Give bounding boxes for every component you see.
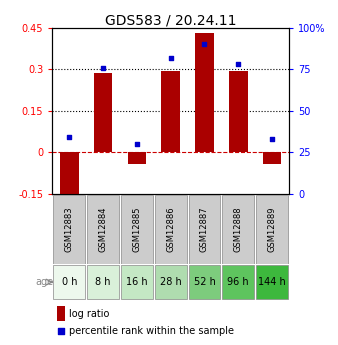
Text: 28 h: 28 h	[160, 277, 182, 287]
Text: 52 h: 52 h	[194, 277, 215, 287]
Bar	[94, 73, 113, 152]
Bar	[263, 152, 281, 164]
Bar	[222, 195, 254, 264]
Bar	[256, 195, 288, 264]
Bar	[60, 152, 78, 203]
Point	[202, 41, 207, 47]
Bar	[189, 195, 220, 264]
Text: GSM12885: GSM12885	[132, 207, 141, 252]
Point	[269, 136, 275, 142]
Bar	[155, 265, 187, 299]
Bar	[53, 195, 85, 264]
Bar	[57, 306, 65, 321]
Text: 0 h: 0 h	[62, 277, 77, 287]
Text: GSM12886: GSM12886	[166, 206, 175, 252]
Bar	[87, 265, 119, 299]
Bar	[195, 33, 214, 152]
Text: 8 h: 8 h	[95, 277, 111, 287]
Text: GSM12887: GSM12887	[200, 206, 209, 252]
Text: 16 h: 16 h	[126, 277, 148, 287]
Bar	[121, 195, 153, 264]
Bar	[229, 71, 247, 152]
Text: 144 h: 144 h	[258, 277, 286, 287]
Point	[236, 61, 241, 67]
Text: GSM12884: GSM12884	[99, 207, 107, 252]
Point	[134, 141, 140, 147]
Text: 96 h: 96 h	[227, 277, 249, 287]
Text: percentile rank within the sample: percentile rank within the sample	[69, 326, 234, 336]
Bar	[162, 71, 180, 152]
Point	[168, 55, 173, 60]
Bar	[155, 195, 187, 264]
Bar	[128, 152, 146, 164]
Point	[100, 65, 106, 70]
Bar	[53, 265, 85, 299]
Text: GSM12889: GSM12889	[268, 207, 276, 252]
Point	[58, 329, 64, 334]
Text: log ratio: log ratio	[69, 309, 109, 319]
Title: GDS583 / 20.24.11: GDS583 / 20.24.11	[105, 13, 237, 28]
Text: GSM12888: GSM12888	[234, 206, 243, 252]
Text: GSM12883: GSM12883	[65, 206, 74, 252]
Bar	[256, 265, 288, 299]
Bar	[87, 195, 119, 264]
Bar	[189, 265, 220, 299]
Point	[67, 135, 72, 140]
Text: age: age	[35, 277, 53, 287]
Bar	[121, 265, 153, 299]
Bar	[222, 265, 254, 299]
